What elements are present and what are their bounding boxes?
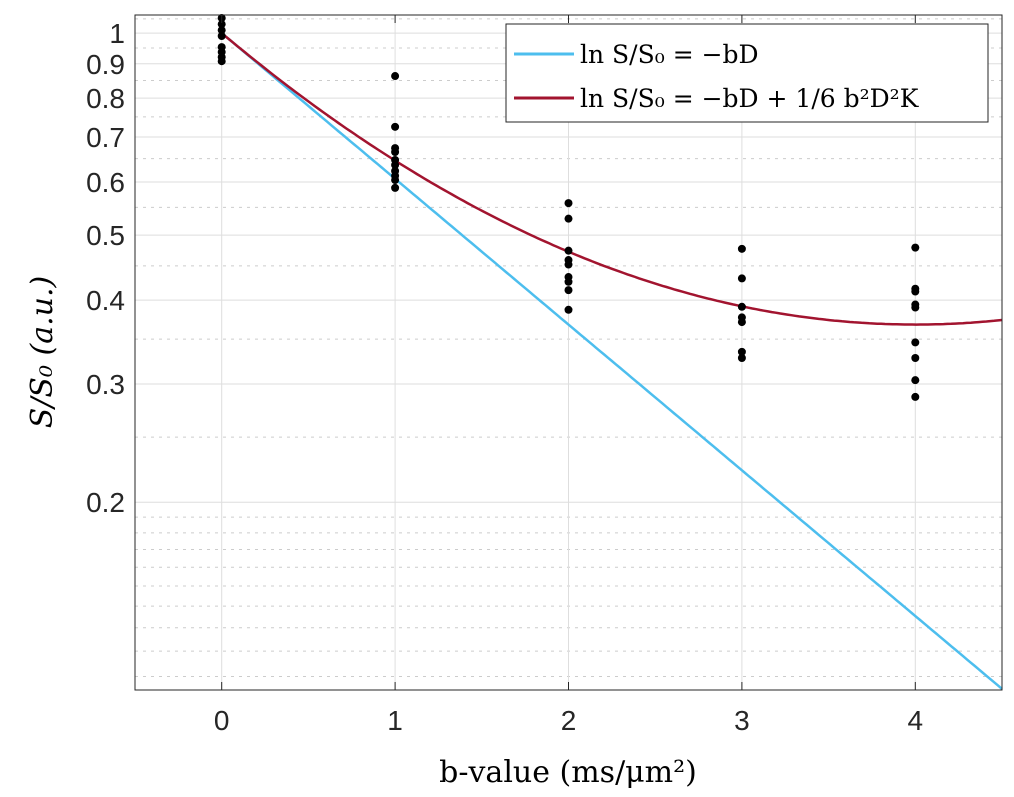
data-point bbox=[391, 122, 400, 131]
x-tick-label: 4 bbox=[908, 705, 924, 736]
y-tick-label: 0.6 bbox=[86, 167, 125, 198]
x-tick-label: 3 bbox=[734, 705, 750, 736]
x-axis-label: b-value (ms/μm²) bbox=[439, 755, 697, 790]
data-point bbox=[564, 277, 573, 286]
data-point bbox=[911, 287, 920, 296]
data-point bbox=[911, 353, 920, 362]
x-tick-label: 1 bbox=[387, 705, 403, 736]
data-point bbox=[217, 32, 226, 41]
y-tick-label: 0.9 bbox=[86, 49, 125, 80]
data-point bbox=[391, 147, 400, 156]
legend: ln S/S₀ = −bD ln S/S₀ = −bD + 1/6 b²D²K bbox=[505, 23, 989, 123]
data-point bbox=[737, 347, 746, 356]
data-point bbox=[391, 160, 400, 169]
kurtosis-curve bbox=[220, 32, 1003, 326]
data-point bbox=[737, 353, 746, 362]
data-point bbox=[737, 274, 746, 283]
y-tick-label: 0.2 bbox=[86, 487, 125, 518]
monoexponential-curve bbox=[220, 32, 1003, 690]
data-point bbox=[391, 176, 400, 185]
data-point bbox=[564, 260, 573, 269]
data-point bbox=[217, 57, 226, 66]
data-points bbox=[217, 14, 920, 401]
y-tick-label: 0.4 bbox=[86, 285, 125, 316]
data-point bbox=[911, 338, 920, 347]
y-axis-label: S/S₀ (a.u.) bbox=[25, 276, 60, 428]
data-point bbox=[911, 243, 920, 252]
data-point bbox=[564, 246, 573, 255]
y-tick-label: 0.7 bbox=[86, 122, 125, 153]
x-tick-label: 2 bbox=[561, 705, 577, 736]
y-tick-label: 1 bbox=[109, 18, 125, 49]
data-point bbox=[737, 302, 746, 311]
data-point bbox=[911, 392, 920, 401]
ticks: 0 1 2 3 40.20.30.40.50.60.70.80.91 bbox=[86, 15, 923, 736]
data-point bbox=[217, 20, 226, 29]
y-tick-label: 0.5 bbox=[86, 220, 125, 251]
y-tick-label: 0.8 bbox=[86, 83, 125, 114]
data-point bbox=[564, 286, 573, 295]
legend-label-mono: ln S/S₀ = −bD bbox=[580, 40, 759, 69]
data-point bbox=[217, 26, 226, 35]
data-point bbox=[737, 318, 746, 327]
x-tick-label: 0 bbox=[214, 705, 230, 736]
data-point bbox=[564, 214, 573, 223]
legend-label-kurtosis: ln S/S₀ = −bD + 1/6 b²D²K bbox=[580, 84, 920, 113]
data-point bbox=[564, 305, 573, 314]
data-point bbox=[911, 376, 920, 385]
data-point bbox=[737, 244, 746, 253]
y-tick-label: 0.3 bbox=[86, 369, 125, 400]
data-point bbox=[391, 183, 400, 192]
curves bbox=[220, 32, 1003, 690]
data-point bbox=[564, 199, 573, 208]
data-point bbox=[911, 303, 920, 312]
data-point bbox=[391, 72, 400, 81]
